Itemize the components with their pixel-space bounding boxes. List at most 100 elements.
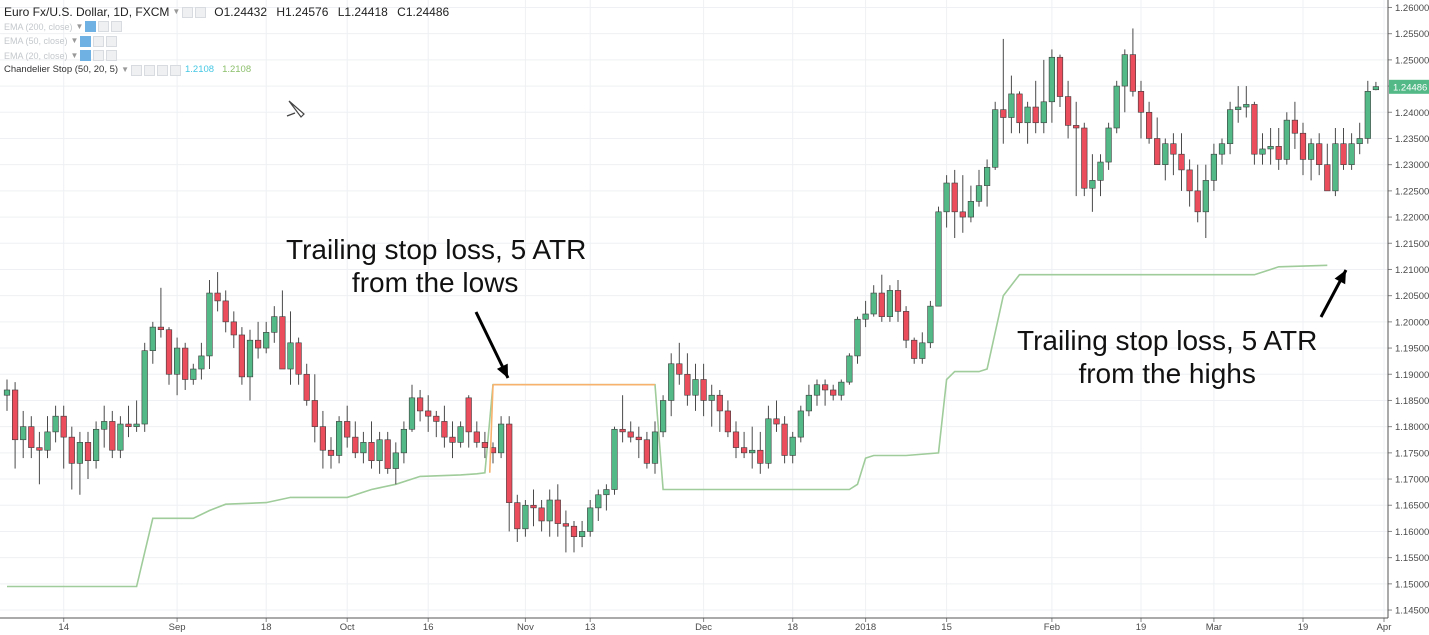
x-tick-label: Mar: [1206, 622, 1222, 633]
candle-down: [724, 410, 731, 433]
y-tick-label: 1.16000: [1395, 527, 1429, 538]
close-icon[interactable]: [157, 64, 168, 76]
close-icon[interactable]: [106, 50, 118, 62]
candle-down: [716, 394, 723, 412]
candle-up: [546, 499, 553, 522]
chevron-down-icon[interactable]: ▼: [70, 36, 79, 45]
candle-down: [60, 415, 67, 438]
candle-up: [886, 290, 893, 317]
candle-down: [732, 431, 740, 448]
chevron-down-icon[interactable]: ▼: [121, 65, 129, 74]
candle-down: [773, 418, 780, 425]
legend-indicator-ema-50[interactable]: EMA (50, close) ▼: [4, 34, 455, 49]
annotation-highs: Trailing stop loss, 5 ATR from the highs: [1017, 324, 1317, 390]
candle-up: [975, 185, 983, 202]
candle-down: [1073, 125, 1080, 129]
candle-up: [457, 426, 464, 443]
indicator-value-2: 1.2108: [222, 64, 252, 75]
candle-up: [1105, 127, 1112, 163]
x-tick-label: Apr: [1377, 622, 1392, 633]
candle-down: [740, 447, 748, 454]
candle-up: [854, 318, 861, 357]
candle-up: [174, 347, 181, 375]
y-tick-label: 1.18000: [1395, 422, 1429, 433]
candle-up: [1227, 109, 1234, 145]
eye-icon[interactable]: [80, 35, 92, 47]
candle-up: [992, 109, 999, 168]
symbol-title[interactable]: Euro Fx/U.S. Dollar, 1D, FXCM: [4, 5, 170, 19]
y-tick-label: 1.15000: [1395, 579, 1429, 590]
x-tick-label: 15: [941, 622, 952, 633]
chart-legend: Euro Fx/U.S. Dollar, 1D, FXCM ▼ O1.24432…: [4, 5, 455, 78]
candle-up: [190, 368, 197, 380]
candle-down: [441, 421, 448, 438]
candle-down: [635, 436, 642, 441]
candle-down: [643, 439, 650, 464]
candle-up: [595, 494, 602, 509]
candle-down: [1137, 91, 1145, 113]
settings-icon[interactable]: [93, 35, 105, 47]
candle-down: [1275, 146, 1282, 160]
y-tick-label: 1.16500: [1395, 501, 1429, 512]
candle-down: [1129, 54, 1136, 92]
indicator-label: Chandelier Stop (50, 20, 5): [4, 64, 119, 75]
y-tick-label: 1.17000: [1395, 475, 1429, 486]
candle-down: [959, 211, 966, 218]
eye-icon[interactable]: [131, 64, 142, 76]
candle-down: [1324, 164, 1331, 192]
candle-down: [12, 389, 19, 441]
annotation-highs-line2: from the highs: [1078, 358, 1256, 389]
settings-icon[interactable]: [144, 64, 155, 76]
candle-down: [28, 426, 35, 448]
candle-up: [1048, 56, 1055, 103]
candle-up: [1308, 143, 1315, 160]
chevron-down-icon[interactable]: ▼: [70, 50, 79, 60]
y-tick-label: 1.23500: [1395, 134, 1429, 145]
legend-indicator-chandelier[interactable]: Chandelier Stop (50, 20, 5) ▼ 1.2108 1.2…: [4, 63, 455, 78]
x-tick-label: Oct: [340, 622, 355, 633]
close-icon[interactable]: [111, 21, 123, 33]
y-tick-label: 1.21000: [1395, 265, 1429, 276]
eye-icon[interactable]: [85, 21, 97, 33]
eye-icon[interactable]: [80, 50, 92, 62]
open-value: O1.24432: [214, 5, 268, 19]
candle-down: [1032, 106, 1039, 124]
x-tick-label: 19: [1298, 622, 1309, 633]
legend-indicator-ema-200[interactable]: EMA (200, close) ▼: [4, 20, 455, 35]
legend-indicator-ema-20[interactable]: EMA (20, close) ▼: [4, 49, 455, 64]
candle-down: [619, 428, 626, 433]
candle-up: [206, 292, 213, 357]
candle-up: [708, 394, 715, 401]
candle-up: [522, 504, 529, 530]
pen-cursor-icon: [286, 100, 305, 118]
settings-icon[interactable]: [98, 21, 110, 33]
candle-up: [360, 442, 367, 454]
x-tick-label: 18: [261, 622, 272, 633]
settings-icon[interactable]: [93, 50, 105, 62]
more-icon[interactable]: [170, 64, 181, 76]
candle-down: [1081, 127, 1088, 189]
candle-down: [1056, 56, 1064, 97]
candle-down: [327, 449, 335, 456]
candle-up: [1283, 119, 1290, 160]
arrow-lows-head: [496, 363, 508, 378]
candle-down: [684, 373, 691, 396]
candle-down: [554, 499, 561, 524]
candle-down: [911, 339, 918, 359]
chevron-down-icon[interactable]: ▼: [75, 21, 84, 31]
candle-up: [198, 355, 205, 370]
candle-up: [3, 389, 11, 396]
candle-up: [1218, 143, 1226, 155]
candle-up: [497, 423, 505, 454]
candle-up: [408, 397, 416, 430]
candle-down: [295, 342, 302, 375]
close-icon[interactable]: [195, 6, 207, 18]
candle-up: [668, 363, 675, 401]
x-tick-label: Sep: [169, 622, 186, 633]
close-icon[interactable]: [106, 35, 118, 47]
settings-icon[interactable]: [182, 6, 194, 18]
candle-down: [214, 292, 221, 302]
chevron-down-icon[interactable]: ▼: [172, 7, 181, 16]
candle-up: [1332, 143, 1339, 192]
